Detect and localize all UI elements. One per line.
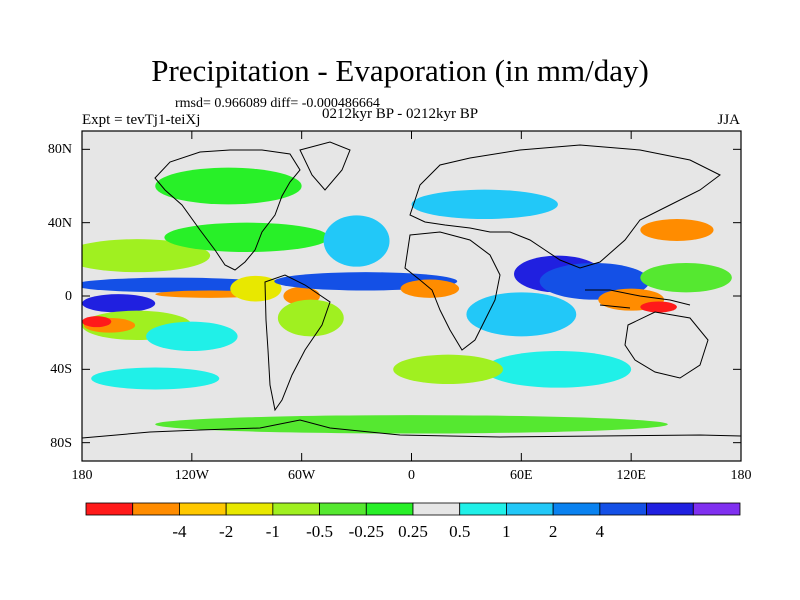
coastline-north-america bbox=[154, 149, 301, 271]
field-region bbox=[230, 275, 282, 302]
lon-tick-label: 60E bbox=[510, 468, 533, 483]
lon-tick-label: 120W bbox=[174, 468, 209, 483]
lon-tick-label: 60W bbox=[288, 468, 316, 483]
field-region bbox=[277, 299, 344, 337]
colorbar-box bbox=[132, 502, 180, 516]
colorbar-box bbox=[85, 502, 134, 516]
field-region bbox=[466, 292, 577, 337]
coastline-greenland bbox=[299, 141, 351, 191]
colorbar-label: -4 bbox=[172, 522, 187, 541]
colorbar-label: -1 bbox=[265, 522, 280, 541]
coastline-south-america bbox=[264, 274, 331, 412]
colorbar-box bbox=[552, 502, 601, 516]
colorbar-box bbox=[179, 502, 227, 516]
field-region bbox=[155, 167, 302, 205]
field-region bbox=[91, 367, 220, 390]
field-region bbox=[484, 351, 632, 388]
lat-tick-label: 0 bbox=[65, 289, 72, 304]
field-region bbox=[323, 215, 390, 267]
coastline-australia bbox=[624, 311, 709, 379]
plot-title: Precipitation - Evaporation (in mm/day) bbox=[151, 53, 649, 88]
colorbar bbox=[85, 502, 741, 516]
field-region bbox=[82, 294, 156, 313]
colorbar-label: 0.5 bbox=[449, 522, 471, 541]
coastline-africa bbox=[404, 231, 501, 351]
field-region bbox=[640, 301, 677, 313]
colorbar-box bbox=[272, 502, 320, 516]
field-region bbox=[82, 316, 112, 328]
field-region bbox=[640, 263, 732, 293]
coastline-indonesia bbox=[585, 289, 691, 309]
field-region bbox=[82, 277, 275, 293]
colorbar-box bbox=[599, 502, 647, 516]
colorbar-label: 2 bbox=[548, 522, 558, 541]
coastline-eurasia bbox=[409, 144, 721, 269]
lat-tick-label: 40N bbox=[47, 215, 72, 231]
field-regions bbox=[82, 167, 732, 434]
lat-tick-label: 80N bbox=[47, 142, 72, 158]
colorbar-label: -2 bbox=[219, 522, 234, 541]
colorbar-box bbox=[365, 502, 414, 516]
colorbar-box bbox=[412, 502, 461, 516]
season-label: JJA bbox=[717, 112, 740, 128]
period-label: 0212kyr BP - 0212kyr BP bbox=[322, 106, 479, 122]
colorbar-label: 4 bbox=[595, 522, 605, 541]
axis-ticks bbox=[81, 131, 742, 461]
lat-tick-label: 40S bbox=[50, 362, 72, 378]
lon-tick-label: 180 bbox=[71, 468, 93, 483]
colorbar-label: -0.5 bbox=[306, 522, 334, 541]
coastline-antarctica bbox=[82, 419, 741, 439]
field-region bbox=[640, 219, 714, 241]
lat-tick-label: 80S bbox=[50, 435, 72, 451]
lon-tick-label: 0 bbox=[408, 468, 415, 483]
field-region bbox=[155, 415, 668, 434]
colorbar-box bbox=[225, 502, 274, 516]
field-region bbox=[411, 189, 558, 219]
colorbar-box bbox=[506, 502, 554, 516]
stats-subtitle: rmsd= 0.966089 diff= -0.000486664 bbox=[175, 96, 380, 111]
colorbar-box bbox=[319, 502, 367, 516]
lon-tick-label: 120E bbox=[616, 468, 646, 483]
field-region bbox=[146, 321, 238, 352]
colorbar-box bbox=[646, 502, 694, 516]
experiment-label: Expt = tevTj1-teiXj bbox=[82, 112, 201, 128]
field-region bbox=[393, 354, 504, 385]
colorbar-label: 0.25 bbox=[398, 522, 428, 541]
colorbar-label: -0.25 bbox=[348, 522, 384, 541]
lon-tick-label: 180 bbox=[730, 468, 752, 483]
field-region bbox=[164, 222, 330, 252]
colorbar-label: 1 bbox=[502, 522, 511, 541]
field-region bbox=[82, 239, 211, 273]
coastlines bbox=[82, 141, 741, 439]
colorbar-box bbox=[692, 502, 741, 516]
colorbar-box bbox=[459, 502, 507, 516]
